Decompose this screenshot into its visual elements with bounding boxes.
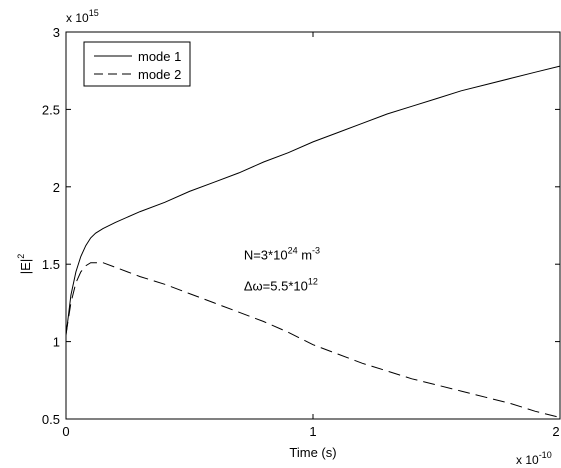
annotation-sup: 12 <box>308 277 318 287</box>
legend-box <box>83 41 191 87</box>
annotation-sup: 24 <box>288 246 298 256</box>
y-tick-label: 0.5 <box>42 412 60 427</box>
y-tick-label: 2 <box>53 180 60 195</box>
x-tick-label: 2 <box>552 424 559 439</box>
annotation-2: Δω=5.5*1012 <box>244 277 318 294</box>
legend: mode 1 mode 2 <box>83 41 191 87</box>
x-exponent: x 10-10 <box>516 450 552 467</box>
axis-ticks: 0 1 20.511.522.53 <box>42 25 561 439</box>
y-exponent-power: 15 <box>89 8 99 18</box>
annotation-text: Δω=5.5*10 <box>244 279 308 294</box>
annotation-1: N=3*1024 m-3 <box>244 246 320 263</box>
y-tick-label: 1 <box>53 335 60 350</box>
y-tick-label: 1.5 <box>42 257 60 272</box>
y-tick-label: 3 <box>53 25 60 40</box>
legend-label-mode-1: mode 1 <box>138 49 181 64</box>
series-lines <box>65 65 561 418</box>
x-exponent-base: x 10 <box>516 453 539 467</box>
annotation-tail-sup: -3 <box>312 246 320 256</box>
y-tick-label: 2.5 <box>42 102 60 117</box>
legend-label-mode-2: mode 2 <box>138 67 181 82</box>
y-exponent-base: x 10 <box>66 11 89 25</box>
annotations: N=3*1024 m-3 Δω=5.5*1012 <box>244 246 320 294</box>
plot-frame <box>65 31 561 420</box>
x-exponent-power: -10 <box>539 450 552 460</box>
y-axis-label-sup: 2 <box>16 254 26 259</box>
x-tick-label: 0 <box>62 424 69 439</box>
y-axis-label-base: |E| <box>18 259 33 274</box>
series-line-mode-2 <box>65 262 561 418</box>
x-axis-label: Time (s) <box>289 445 336 460</box>
annotation-text: N=3*10 <box>244 248 288 263</box>
y-exponent: x 1015 <box>66 8 99 25</box>
y-axis-label: |E|2 <box>16 254 33 274</box>
series-line-mode-1 <box>65 65 561 336</box>
x-tick-label: 1 <box>309 424 316 439</box>
annotation-tail: m <box>298 248 312 263</box>
